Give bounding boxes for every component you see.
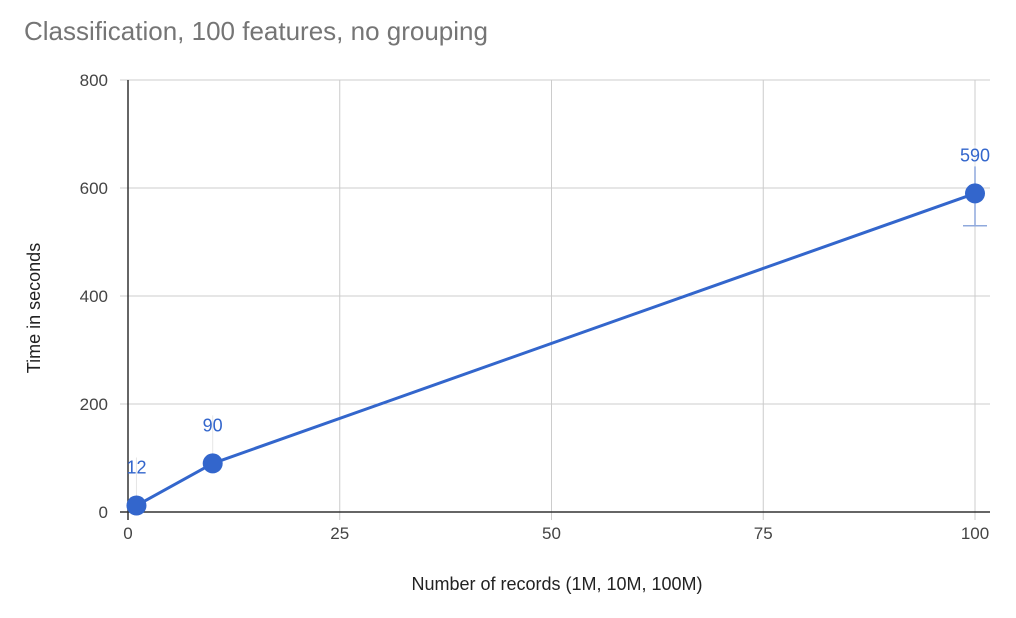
y-tick-label: 400: [80, 287, 108, 306]
x-tick-label: 75: [754, 524, 773, 543]
data-label: 590: [960, 145, 990, 165]
y-tick-label: 800: [80, 71, 108, 90]
x-tick-label: 25: [330, 524, 349, 543]
data-label: 90: [203, 415, 223, 435]
data-point: [202, 453, 223, 474]
x-tick-label: 0: [123, 524, 132, 543]
grid: [120, 79, 990, 520]
axes: [120, 80, 990, 520]
y-tick-label: 600: [80, 179, 108, 198]
y-tick-label: 0: [99, 503, 108, 522]
y-axis-label: Time in seconds: [24, 243, 44, 373]
series: 12 90 590: [126, 145, 990, 516]
x-tick-label: 50: [542, 524, 561, 543]
data-point: [126, 495, 147, 516]
x-tick-label: 100: [961, 524, 989, 543]
chart-title: Classification, 100 features, no groupin…: [24, 16, 488, 46]
y-tick-labels: 0 200 400 600 800: [80, 71, 108, 522]
data-point: [965, 183, 985, 204]
x-tick-labels: 0 25 50 75 100: [123, 524, 989, 543]
series-line: [135, 191, 976, 507]
data-label: 12: [126, 458, 146, 478]
x-axis-label: Number of records (1M, 10M, 100M): [411, 574, 702, 594]
y-tick-label: 200: [80, 395, 108, 414]
